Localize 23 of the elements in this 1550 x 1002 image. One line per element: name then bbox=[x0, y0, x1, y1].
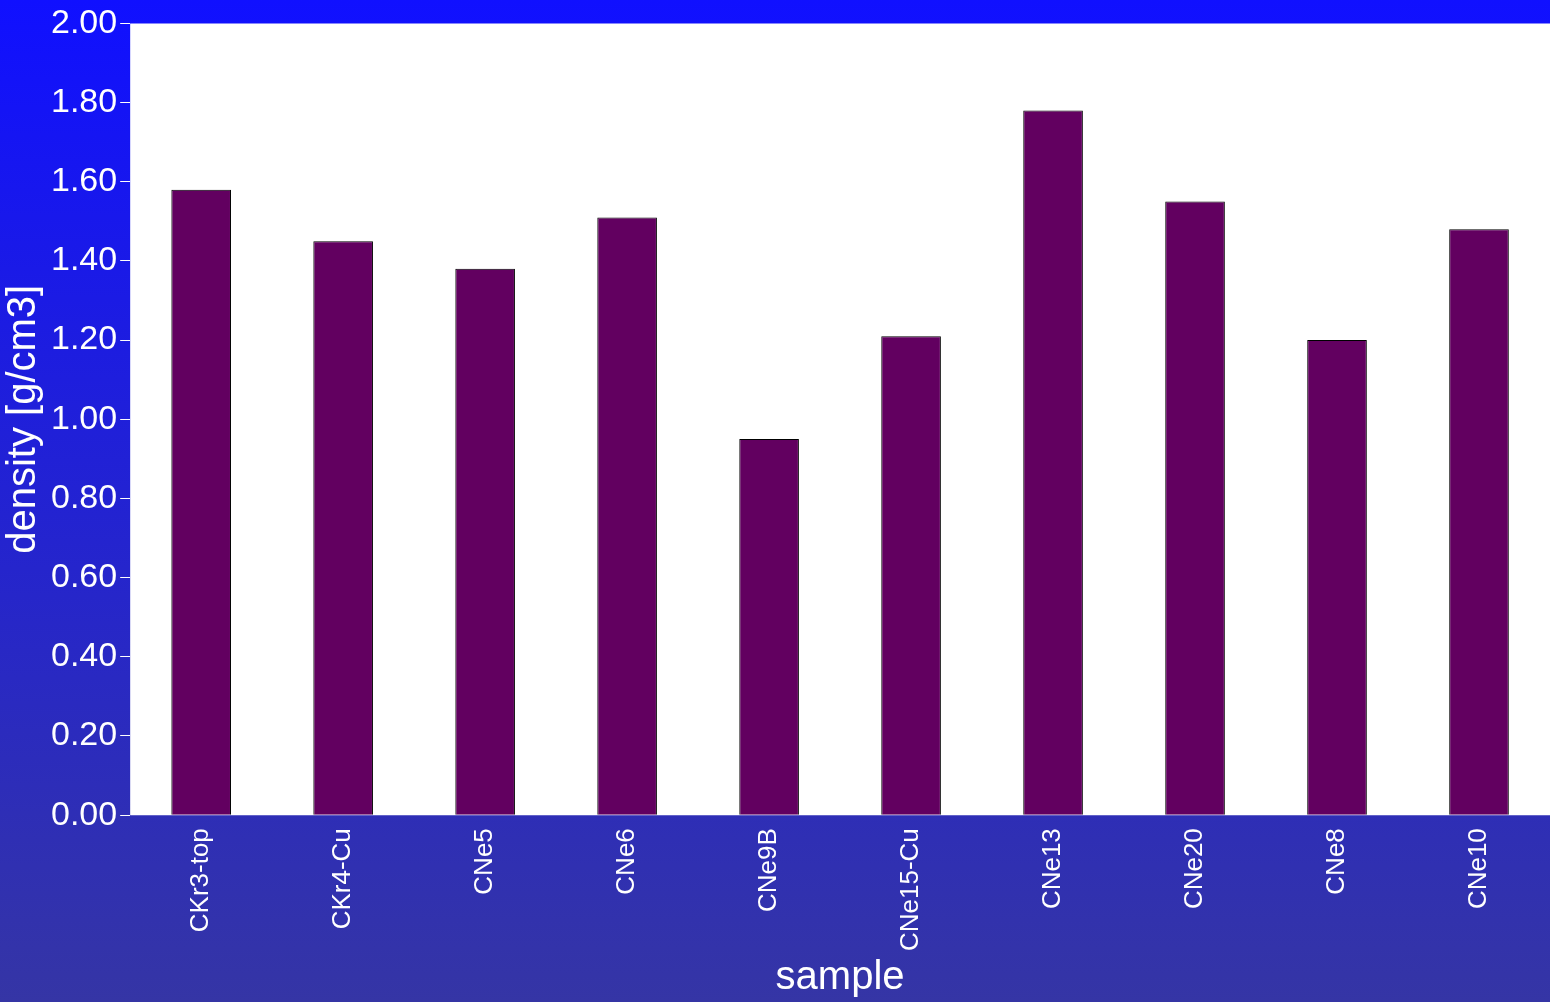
x-tick-label: CKr3-top bbox=[184, 828, 215, 933]
y-tick-label: 0.20 bbox=[50, 714, 118, 753]
y-tick-label: 0.60 bbox=[50, 556, 118, 595]
y-axis-title: density [g/cm3] bbox=[0, 284, 44, 554]
x-tick-label: CNe20 bbox=[1178, 828, 1209, 910]
x-tick-label: CNe5 bbox=[468, 828, 499, 895]
x-tick-label: CNe8 bbox=[1320, 828, 1351, 895]
y-tick-label: 1.40 bbox=[50, 239, 118, 278]
x-tick-label: CNe9B bbox=[752, 828, 783, 912]
y-tick-label: 0.00 bbox=[50, 793, 118, 832]
y-tick-label: 2.00 bbox=[50, 1, 118, 40]
y-tick-label: 1.20 bbox=[50, 318, 118, 357]
y-tick-label: 1.80 bbox=[50, 80, 118, 119]
x-tick-label: CNe15-Cu bbox=[894, 828, 925, 951]
x-tick-label: CNe13 bbox=[1036, 828, 1067, 910]
y-tick-label: 1.00 bbox=[50, 397, 118, 436]
x-tick-label: CNe6 bbox=[610, 828, 641, 895]
x-axis-title: sample bbox=[775, 953, 905, 998]
x-tick-label: CNe10 bbox=[1462, 828, 1493, 910]
y-tick-label: 0.80 bbox=[50, 476, 118, 515]
x-tick-label: CKr4-Cu bbox=[326, 828, 357, 930]
y-tick-label: 1.60 bbox=[50, 160, 118, 199]
y-tick-label: 0.40 bbox=[50, 635, 118, 674]
